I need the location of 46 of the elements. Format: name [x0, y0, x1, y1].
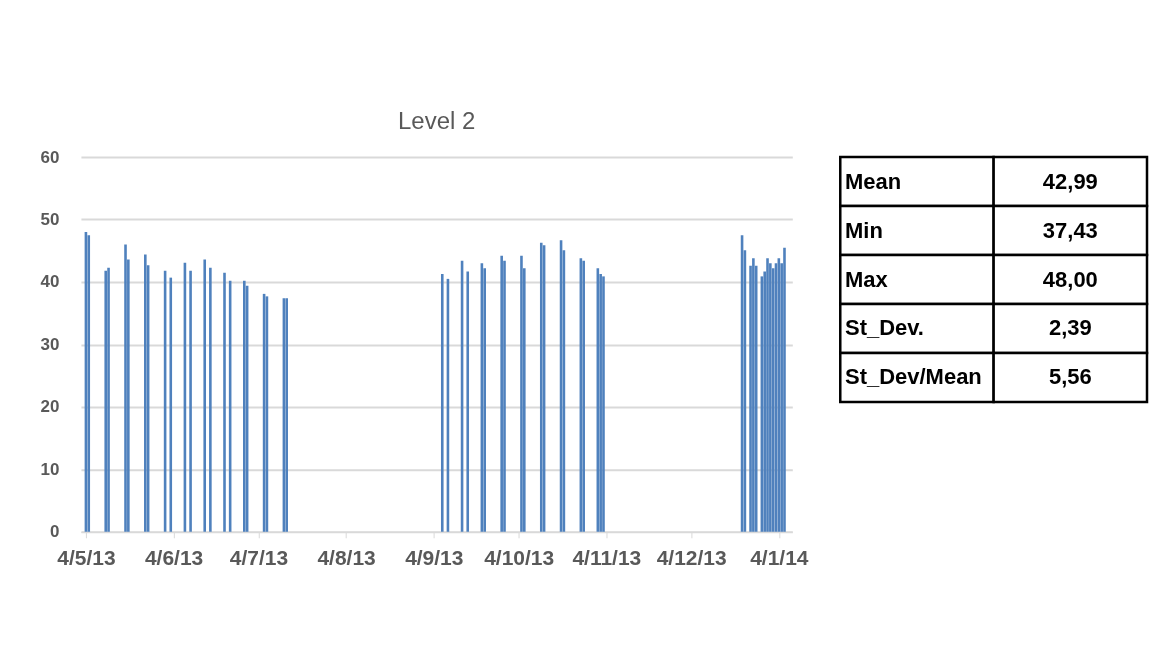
- x-tick-label: 4/12/13: [656, 546, 727, 570]
- text: 37,43: [1042, 217, 1098, 243]
- bar: [500, 255, 503, 532]
- bar: [223, 272, 226, 532]
- y-tick-label: 40: [40, 272, 60, 292]
- x-tick-label: 4/9/13: [405, 546, 464, 570]
- chart-title: Level 2: [397, 107, 476, 135]
- bar: [783, 247, 786, 532]
- x-tick-label: 4/8/13: [317, 546, 376, 570]
- bar: [107, 267, 110, 532]
- text: 42,99: [1042, 168, 1098, 194]
- text: Mean: [845, 168, 902, 194]
- text: Max: [845, 266, 889, 292]
- x-tick-label: 4/5/13: [57, 546, 116, 570]
- bar: [189, 270, 192, 532]
- bar: [466, 271, 470, 532]
- text: 48,00: [1042, 266, 1098, 292]
- bar: [440, 273, 444, 532]
- bar: [124, 244, 127, 532]
- bar: [203, 259, 207, 532]
- y-tick-label: 60: [40, 147, 60, 167]
- text: 5,56: [1048, 364, 1092, 390]
- bar: [602, 276, 605, 532]
- x-tick-label: 4/6/13: [144, 546, 204, 570]
- x-tick-label: 4/1/14: [750, 546, 809, 570]
- text: St_Dev/Mean: [845, 364, 982, 390]
- y-tick-label: 20: [40, 397, 60, 417]
- text: 2,39: [1048, 315, 1092, 341]
- y-tick-label: 50: [40, 210, 60, 230]
- text: Min: [845, 217, 883, 243]
- bar: [169, 277, 173, 532]
- bar: [144, 254, 147, 532]
- text: St_Dev.: [845, 315, 924, 341]
- x-tick-label: 4/11/13: [572, 546, 642, 570]
- bar: [520, 255, 523, 532]
- x-tick-label: 4/7/13: [229, 546, 289, 570]
- bar: [209, 267, 212, 532]
- bar: [104, 270, 108, 532]
- x-tick-label: 4/10/13: [484, 546, 555, 570]
- y-tick-label: 30: [40, 334, 60, 354]
- bar: [503, 260, 506, 532]
- bar: [766, 258, 769, 532]
- bar: [752, 258, 755, 532]
- y-tick-label: 0: [50, 522, 60, 542]
- bar: [243, 280, 246, 532]
- y-tick-label: 10: [40, 459, 60, 479]
